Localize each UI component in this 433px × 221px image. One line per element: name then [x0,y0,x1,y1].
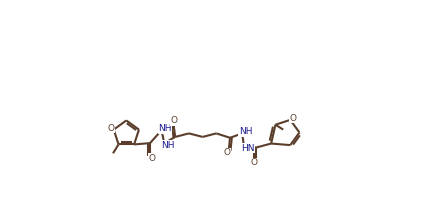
Text: O: O [107,124,114,133]
Text: NH: NH [158,124,171,133]
Text: NH: NH [161,141,174,150]
Text: HN: HN [241,144,254,153]
Text: O: O [149,154,156,163]
Text: O: O [223,148,230,157]
Text: O: O [289,114,297,123]
Text: O: O [251,158,258,167]
Text: O: O [171,116,178,125]
Text: NH: NH [239,127,252,136]
